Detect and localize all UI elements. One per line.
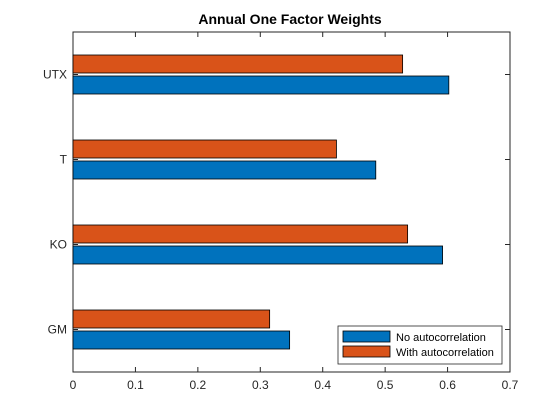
y-axis: GM KO T UTX: [43, 68, 510, 337]
x-tick-label: 0.7: [502, 378, 519, 392]
bar-ko-no-autocorrelation: [72, 245, 443, 265]
bar-utx-no-autocorrelation: [72, 75, 450, 95]
bar-gm-with-autocorrelation: [72, 309, 271, 329]
legend: No autocorrelation With autocorrelation: [337, 325, 503, 365]
bar-t-no-autocorrelation: [72, 160, 377, 180]
x-tick-label: 0.2: [190, 378, 207, 392]
x-tick-label: 0: [70, 378, 77, 392]
bar-utx-with-autocorrelation: [72, 54, 404, 74]
bar-ko-with-autocorrelation: [72, 224, 409, 244]
y-tick-label: T: [60, 153, 68, 167]
y-tick-label: KO: [50, 238, 67, 252]
x-tick-label: 0.5: [377, 378, 394, 392]
bar-gm-no-autocorrelation: [72, 330, 291, 350]
legend-swatch: [342, 345, 391, 358]
y-tick-label: GM: [48, 323, 67, 337]
x-tick-label: 0.3: [252, 378, 269, 392]
x-axis: 0 0.1 0.2 0.3 0.4 0.5 0.6 0.7: [70, 32, 519, 392]
x-tick-label: 0.6: [439, 378, 456, 392]
legend-swatch: [342, 330, 391, 343]
x-tick-label: 0.1: [127, 378, 144, 392]
chart-title: Annual One Factor Weights: [198, 11, 382, 27]
bar-t-with-autocorrelation: [72, 139, 337, 159]
legend-label: With autocorrelation: [396, 347, 494, 359]
x-tick-label: 0.4: [314, 378, 331, 392]
bars-group: [72, 54, 450, 350]
y-tick-label: UTX: [43, 68, 67, 82]
legend-label: No autocorrelation: [396, 332, 486, 344]
